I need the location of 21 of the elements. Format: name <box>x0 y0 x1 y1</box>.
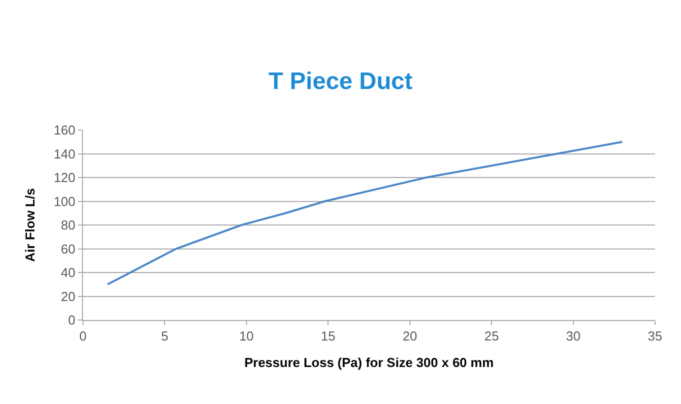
x-tick-label: 30 <box>566 328 581 344</box>
line-series <box>106 140 624 286</box>
x-tick-label: 15 <box>320 328 336 344</box>
x-tick-label: 20 <box>402 328 418 344</box>
y-tick-label: 60 <box>60 241 76 256</box>
y-tick-label: 80 <box>60 218 76 233</box>
x-tick-label: 35 <box>648 328 662 344</box>
y-tick-label: 40 <box>60 265 76 280</box>
x-tick-label: 25 <box>484 328 499 344</box>
y-axis-title: Air Flow L/s <box>22 188 38 262</box>
x-tick-label: 5 <box>161 328 168 344</box>
y-tick-label: 20 <box>60 288 76 304</box>
y-tick-label: 120 <box>54 170 76 186</box>
y-tick-label: 140 <box>54 146 76 162</box>
y-tick-label: 0 <box>68 312 76 328</box>
chart-title: T Piece Duct <box>268 68 413 96</box>
x-axis-title: Pressure Loss (Pa) for Size 300 x 60 mm <box>244 355 494 370</box>
x-tick-label: 10 <box>239 328 254 344</box>
y-tick-label: 160 <box>54 122 76 138</box>
y-tick-label: 100 <box>54 194 76 209</box>
x-tick-label: 0 <box>79 328 87 344</box>
